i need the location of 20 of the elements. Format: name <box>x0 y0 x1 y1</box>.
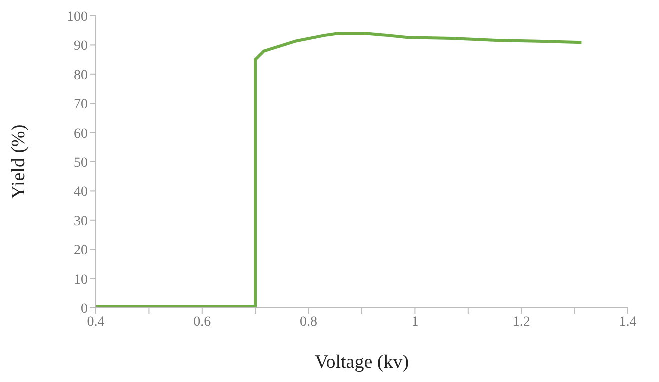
y-tick-label: 20 <box>74 244 88 259</box>
y-tick-label: 90 <box>74 39 88 54</box>
x-tick-label: 0.4 <box>87 314 105 330</box>
x-tick-label: 0.6 <box>194 314 212 330</box>
y-tick-label: 30 <box>74 214 88 230</box>
y-tick-label: 40 <box>74 185 88 200</box>
y-tick-label: 0 <box>81 302 88 317</box>
y-axis-title: Yield (%) <box>8 124 30 200</box>
x-axis-title: Voltage (kv) <box>314 352 410 373</box>
x-tick-label: 1.4 <box>619 314 637 330</box>
y-tick-label: 100 <box>67 10 88 25</box>
x-tick-label: 0.8 <box>300 314 318 330</box>
x-tick-label: 1.2 <box>512 314 530 330</box>
line-series <box>96 32 584 308</box>
y-tick-label: 50 <box>74 156 88 171</box>
y-tick-label: 70 <box>74 98 88 113</box>
y-tick-label: 60 <box>74 126 88 142</box>
y-tick-label: 80 <box>74 68 88 84</box>
x-tick-label: 1 <box>412 314 419 330</box>
y-tick-label: 10 <box>74 272 88 288</box>
